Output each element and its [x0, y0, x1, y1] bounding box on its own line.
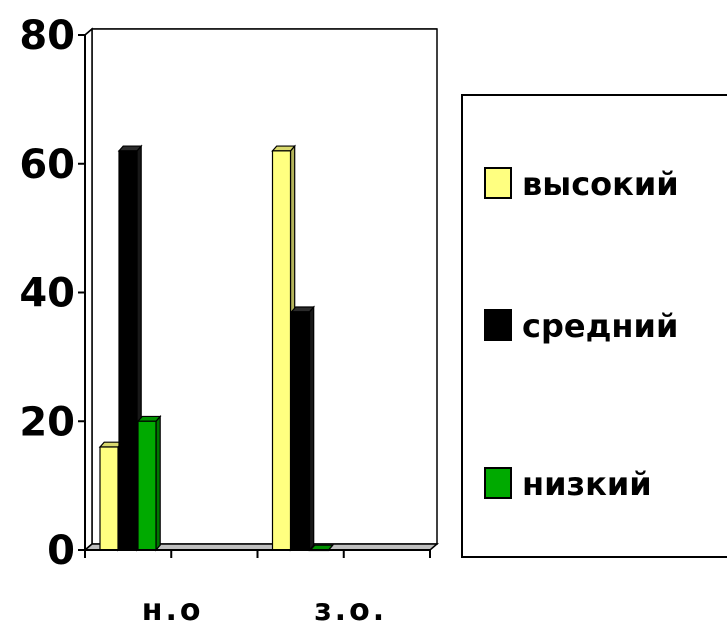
y-tick-label: 40 [19, 271, 75, 317]
legend-label: средний [522, 307, 678, 345]
y-tick-label: 0 [47, 528, 75, 574]
bar-side [155, 414, 161, 552]
bar-front [137, 420, 157, 551]
bar-top [136, 415, 162, 422]
y-tick-label: 80 [19, 13, 75, 59]
legend-swatch [484, 467, 512, 499]
bars [98, 144, 335, 552]
legend-item-средний: средний [484, 307, 678, 345]
legend-swatch [484, 309, 512, 341]
y-tick-label: 60 [19, 142, 75, 188]
bar-front [290, 311, 311, 551]
bar-front [99, 446, 119, 551]
bar-front [118, 150, 138, 551]
x-category-label-н-о: н.о [142, 593, 204, 628]
bar-top [117, 145, 143, 152]
bar-средний-з-о [290, 305, 316, 552]
side-wall [84, 27, 93, 552]
bar-top [290, 306, 316, 313]
bar-front [271, 150, 292, 551]
legend-label: высокий [522, 165, 679, 203]
x-category-label-з-о: з.о. [314, 593, 387, 628]
bar-side [308, 305, 315, 552]
y-axis-ticks: 0 20 40 60 80 [19, 13, 86, 574]
legend-swatch [484, 167, 512, 199]
y-tick-label: 20 [19, 399, 75, 445]
bar-top [271, 145, 297, 152]
bar-низкий-н-о [136, 414, 162, 552]
x-axis-categories: н.о з.о. [84, 549, 431, 628]
legend: высокий средний низкий [461, 94, 727, 558]
legend-label: низкий [522, 465, 652, 503]
legend-item-высокий: высокий [484, 165, 679, 203]
legend-item-низкий: низкий [484, 465, 652, 503]
